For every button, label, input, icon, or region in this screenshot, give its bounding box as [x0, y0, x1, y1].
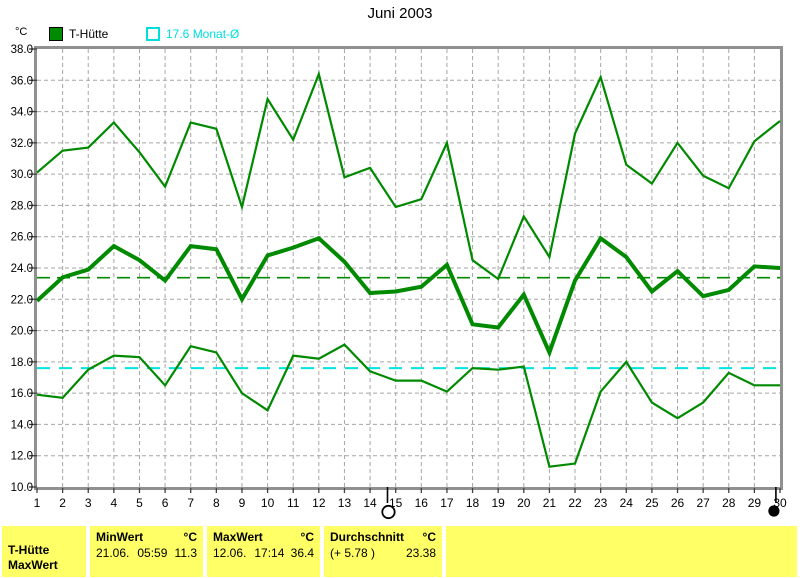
x-tick-label: 18: [466, 496, 480, 510]
temperature-maximum-line: [36, 70, 781, 281]
x-tick-label: 27: [696, 496, 710, 510]
y-tick-label: 30.0: [11, 169, 33, 181]
legend-item-t-huette[interactable]: T-Hütte: [49, 27, 108, 41]
maxwert-date: 12.06.: [213, 546, 247, 560]
x-tick-label: 21: [543, 496, 557, 510]
durchschnitt-header: Durchschnitt: [330, 530, 405, 544]
footer-minwert-cell: MinWert °C 21.06. 05:59 11.3: [90, 526, 203, 577]
temperature-minimum-line: [36, 343, 780, 468]
legend-item-monat-avg[interactable]: 17.6 Monat-Ø: [146, 27, 239, 41]
minwert-date: 21.06.: [96, 546, 130, 560]
temperature-chart: 38.0 36.0 34.0 32.0 30.0 28.0 26.0 24.0 22.0 20.0…: [11, 44, 787, 520]
minwert-time: 05:59: [137, 546, 168, 560]
x-tick-label: 1: [34, 496, 41, 510]
x-tick-label: 17: [440, 496, 454, 510]
x-tick-label: 14: [363, 496, 377, 510]
x-tick-label: 22: [568, 496, 582, 510]
x-tick-label: 12: [312, 496, 326, 510]
series-checkbox-icon[interactable]: [49, 27, 63, 41]
x-tick-label: 7: [187, 496, 194, 510]
y-tick-label: 36.0: [11, 75, 33, 87]
month-avg-checkbox-icon[interactable]: [146, 27, 160, 41]
minwert-header: MinWert: [96, 530, 144, 544]
y-tick-label: 38.0: [11, 44, 33, 56]
y-tick-label: 20.0: [11, 326, 33, 338]
maxwert-unit: °C: [300, 530, 314, 544]
durchschnitt-offset: (+ 5.78 ): [330, 546, 376, 560]
maxwert-time: 17:14: [254, 546, 285, 560]
chart-title: Juni 2003: [367, 5, 433, 22]
maxwert-header: MaxWert: [213, 530, 263, 544]
x-tick-label: 3: [85, 496, 92, 510]
footer-series-cell: T-Hütte MaxWert: [2, 526, 86, 577]
y-tick-label: 16.0: [11, 388, 33, 400]
x-tick-label: 25: [645, 496, 659, 510]
durchschnitt-unit: °C: [422, 530, 436, 544]
x-tick-label: 29: [748, 496, 762, 510]
footer-empty-cell: [446, 526, 797, 577]
x-tick-label: 10: [261, 496, 275, 510]
y-tick-label: 28.0: [11, 200, 33, 212]
x-tick-label: 9: [239, 496, 246, 510]
y-tick-label: 10.0: [11, 482, 33, 494]
x-tick-label: 6: [162, 496, 169, 510]
y-tick-label: 22.0: [11, 294, 33, 306]
status-bar: T-Hütte MaxWert MinWert °C 21.06. 05:59 1…: [0, 525, 800, 578]
y-tick-label: 26.0: [11, 232, 33, 244]
y-tick-label: 34.0: [11, 107, 33, 119]
new-moon-icon: [768, 505, 780, 517]
x-tick-label: 20: [517, 496, 531, 510]
x-tick-label: 11: [287, 496, 300, 510]
x-tick-label: 4: [111, 496, 118, 510]
footer-series-curve: MaxWert: [8, 558, 58, 572]
x-tick-label: 23: [594, 496, 608, 510]
y-tick-label: 24.0: [11, 263, 33, 275]
x-tick-label: 8: [213, 496, 220, 510]
legend-label: 17.6 Monat-Ø: [166, 27, 240, 41]
x-tick-label: 13: [338, 496, 352, 510]
footer-maxwert-cell: MaxWert °C 12.06. 17:14 36.4: [207, 526, 320, 577]
temperature-mean-line: [35, 235, 781, 358]
footer-durchschnitt-cell: Durchschnitt °C (+ 5.78 ) 23.38: [324, 526, 442, 577]
legend-label: T-Hütte: [69, 27, 109, 41]
y-tick-label: 32.0: [11, 138, 33, 150]
y-axis-unit-label: °C: [15, 26, 28, 38]
x-tick-label: 5: [136, 496, 143, 510]
x-tick-label: 24: [620, 496, 634, 510]
x-tick-label: 26: [671, 496, 685, 510]
y-tick-label: 14.0: [11, 419, 33, 431]
footer-series-name: T-Hütte: [8, 543, 50, 557]
maxwert-value: 36.4: [290, 546, 314, 560]
x-tick-label: 19: [491, 496, 505, 510]
minwert-value: 11.3: [174, 546, 197, 560]
x-tick-label: 2: [59, 496, 66, 510]
x-tick-label: 16: [415, 496, 429, 510]
full-moon-icon: [381, 504, 396, 520]
minwert-unit: °C: [183, 530, 197, 544]
y-tick-label: 18.0: [11, 357, 33, 369]
x-tick-label: 28: [722, 496, 736, 510]
durchschnitt-value: 23.38: [405, 546, 436, 560]
y-tick-label: 12.0: [11, 451, 33, 463]
